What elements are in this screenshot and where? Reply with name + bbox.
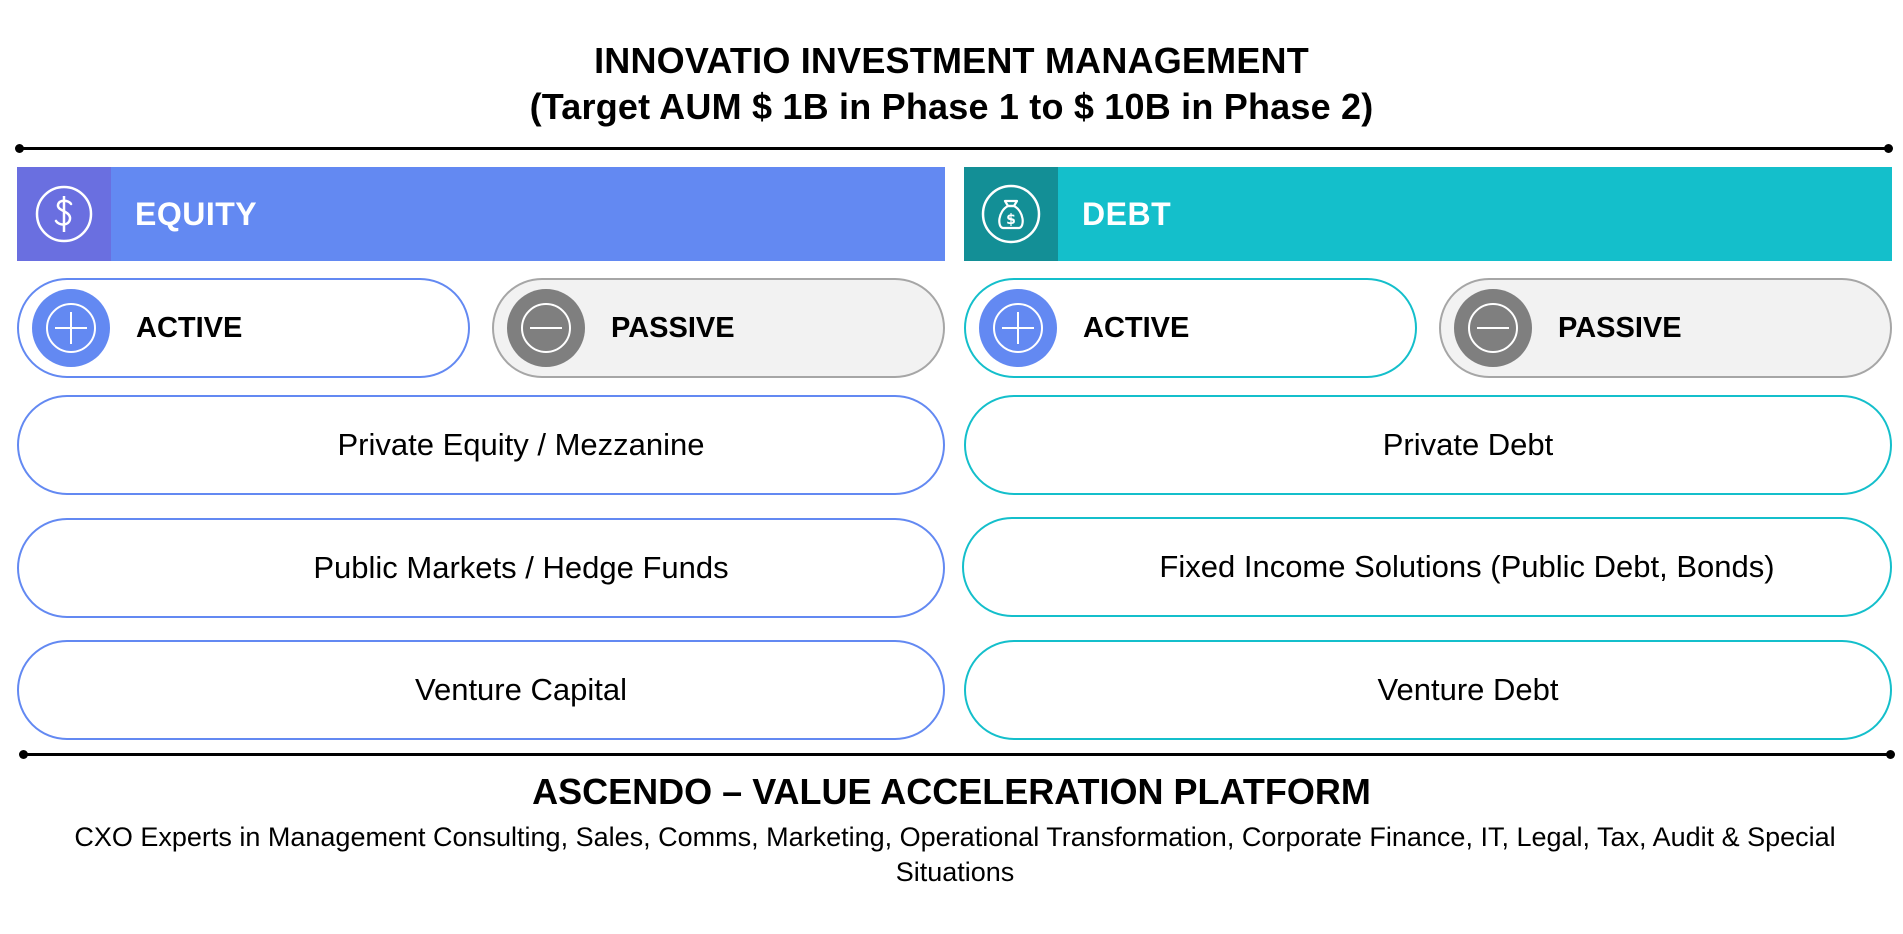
minus-circle-icon (507, 289, 585, 367)
page-title: INNOVATIO INVESTMENT MANAGEMENT (594, 40, 1309, 81)
plus-circle-icon (32, 289, 110, 367)
svg-text:$: $ (1006, 212, 1016, 228)
top-divider (15, 144, 1893, 153)
debt-header: $ DEBT (964, 167, 1892, 261)
equity-item-label: Private Equity / Mezzanine (337, 427, 705, 462)
equity-icon-box (17, 167, 111, 261)
debt-item-label: Venture Debt (1377, 672, 1559, 707)
debt-passive-label: PASSIVE (1558, 311, 1682, 344)
equity-label: EQUITY (135, 195, 258, 232)
dollar-circle-icon (35, 185, 93, 243)
equity-item-label: Venture Capital (415, 672, 627, 707)
platform-title: ASCENDO – VALUE ACCELERATION PLATFORM (532, 771, 1371, 812)
debt-passive-toggle[interactable]: PASSIVE (1439, 278, 1892, 378)
money-bag-icon: $ (981, 184, 1041, 244)
page-subtitle: (Target AUM $ 1B in Phase 1 to $ 10B in … (529, 86, 1374, 127)
minus-circle-icon (1454, 289, 1532, 367)
equity-passive-toggle[interactable]: PASSIVE (492, 278, 945, 378)
equity-item-label: Public Markets / Hedge Funds (313, 550, 729, 585)
platform-description: CXO Experts in Management Consulting, Sa… (74, 822, 1836, 887)
debt-item-private-debt[interactable]: Private Debt (964, 395, 1892, 495)
equity-item-venture-capital[interactable]: Venture Capital (17, 640, 945, 740)
equity-item-private-equity[interactable]: Private Equity / Mezzanine (17, 395, 945, 495)
equity-active-toggle[interactable]: ACTIVE (17, 278, 470, 378)
debt-item-label: Private Debt (1382, 427, 1554, 462)
debt-item-venture-debt[interactable]: Venture Debt (964, 640, 1892, 740)
debt-label: DEBT (1082, 195, 1172, 232)
equity-header: EQUITY (17, 167, 945, 261)
debt-icon-box: $ (964, 167, 1058, 261)
debt-item-fixed-income[interactable]: Fixed Income Solutions (Public Debt, Bon… (962, 517, 1892, 617)
debt-active-label: ACTIVE (1083, 311, 1190, 344)
debt-active-toggle[interactable]: ACTIVE (964, 278, 1417, 378)
debt-item-label: Fixed Income Solutions (Public Debt, Bon… (1159, 549, 1775, 584)
bottom-divider (19, 750, 1895, 759)
equity-passive-label: PASSIVE (611, 311, 735, 344)
equity-active-label: ACTIVE (136, 311, 243, 344)
equity-item-public-markets[interactable]: Public Markets / Hedge Funds (17, 518, 945, 618)
plus-circle-icon (979, 289, 1057, 367)
